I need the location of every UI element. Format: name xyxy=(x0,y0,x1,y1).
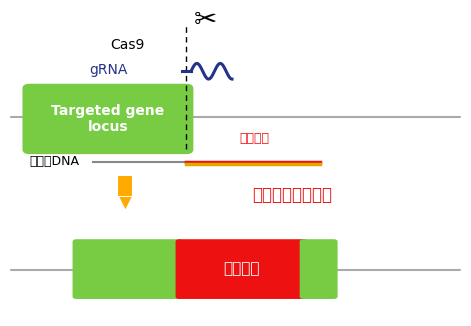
Text: 挿入配列: 挿入配列 xyxy=(223,261,260,276)
FancyArrowPatch shape xyxy=(119,197,131,209)
Text: 外来遣伝子の導入: 外来遣伝子の導入 xyxy=(252,186,332,204)
Text: Targeted gene
locus: Targeted gene locus xyxy=(51,104,164,134)
Text: 挿入配列: 挿入配列 xyxy=(239,132,269,145)
Text: ドナーDNA: ドナーDNA xyxy=(30,156,80,169)
FancyBboxPatch shape xyxy=(176,239,307,299)
FancyBboxPatch shape xyxy=(23,84,194,154)
FancyBboxPatch shape xyxy=(73,239,183,299)
Text: Cas9: Cas9 xyxy=(110,38,144,52)
FancyBboxPatch shape xyxy=(300,239,338,299)
Text: ✂: ✂ xyxy=(194,6,217,34)
Text: gRNA: gRNA xyxy=(89,63,128,77)
